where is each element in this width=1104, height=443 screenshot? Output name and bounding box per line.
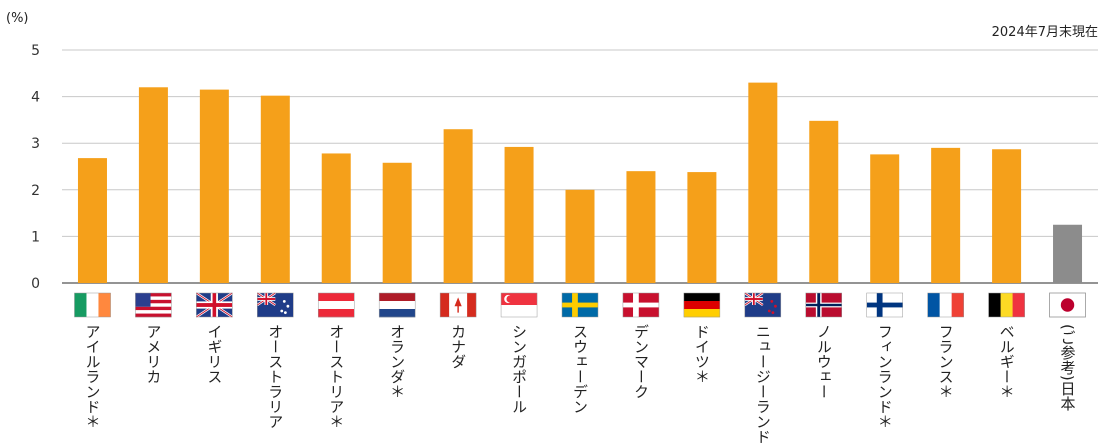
y-tick-label: 3 [31, 136, 40, 152]
singapore-flag-icon [500, 292, 538, 318]
usa-flag-icon [135, 292, 172, 318]
x-tick-label: フィンランド＊ [876, 324, 894, 429]
y-tick-label: 5 [31, 43, 40, 59]
x-tick-label: ノルウェー [815, 324, 833, 399]
bar [748, 82, 778, 284]
y-tick-label: 2 [31, 183, 40, 199]
bar [870, 154, 900, 283]
bar [992, 149, 1022, 283]
japan-flag-icon [1049, 292, 1086, 318]
y-axis-ticks: 0 1 2 3 4 5 [31, 43, 40, 292]
x-tick-label: デンマーク [632, 324, 650, 399]
bar [626, 171, 656, 283]
x-tick-label: ベルギー＊ [998, 324, 1016, 399]
x-tick-label: (ご参考)日本 [1059, 324, 1077, 411]
x-tick-label: スウェーデン [571, 324, 589, 414]
x-tick-label: ドイツ＊ [693, 324, 711, 384]
france-flag-icon [927, 292, 964, 318]
germany-flag-icon [683, 292, 721, 318]
canada-flag-icon [439, 292, 477, 318]
austria-flag-icon [317, 292, 355, 318]
bar [382, 162, 412, 283]
belgium-flag-icon [988, 292, 1025, 318]
x-tick-label: アイルランド＊ [83, 324, 101, 429]
x-tick-label: シンガポール [510, 324, 528, 414]
x-tick-label: オランダ＊ [388, 324, 406, 399]
bar [565, 189, 595, 283]
bar [77, 158, 107, 283]
australia-flag-icon [256, 292, 294, 318]
bar [260, 95, 290, 283]
bar [504, 146, 534, 283]
x-tick-label: オーストリア＊ [327, 324, 345, 429]
sweden-flag-icon [561, 292, 599, 318]
y-unit-label: (%) [6, 11, 29, 26]
finland-flag-icon [866, 292, 903, 318]
bar [931, 147, 961, 283]
netherlands-flag-icon [378, 292, 416, 318]
bar [1053, 224, 1083, 283]
y-tick-label: 0 [31, 276, 40, 292]
y-tick-label: 4 [31, 90, 40, 106]
bar [138, 87, 168, 283]
date-note: 2024年7月末現在 [992, 25, 1098, 40]
uk-flag-icon [195, 292, 234, 318]
bar [199, 89, 229, 283]
bar [687, 172, 717, 283]
bar [443, 129, 473, 283]
x-tick-label: イギリス [205, 324, 223, 384]
flags [74, 292, 1086, 318]
ireland-flag-icon [74, 292, 111, 318]
denmark-flag-icon [622, 292, 660, 318]
bar [321, 153, 351, 283]
x-tick-label: カナダ [449, 324, 467, 369]
norway-flag-icon [805, 292, 843, 318]
x-tick-label: フランス＊ [937, 324, 955, 399]
x-tick-label: ニュージーランド [754, 324, 772, 443]
x-axis-labels: アイルランド＊ アメリカ イギリス オーストラリア オーストリア＊ オランダ＊ カナダ シンガ… [83, 324, 1076, 443]
x-tick-label: アメリカ [144, 324, 162, 384]
bar [809, 120, 839, 283]
y-tick-label: 1 [31, 229, 40, 245]
x-tick-label: オーストラリア [266, 324, 284, 429]
bars [77, 82, 1083, 284]
new-zealand-flag-icon [744, 292, 782, 318]
